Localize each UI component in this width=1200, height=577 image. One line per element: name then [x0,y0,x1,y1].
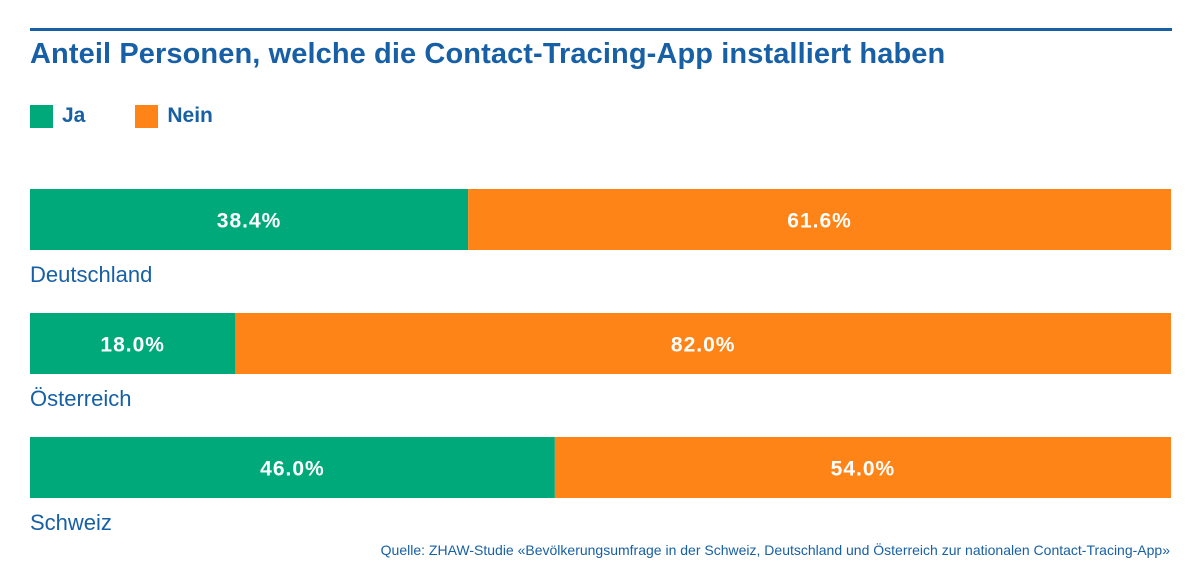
legend-label-nein: Nein [167,104,213,127]
source-note: Quelle: ZHAW-Studie «Bevölkerungsumfrage… [380,542,1170,558]
chart-title: Anteil Personen, welche die Contact-Trac… [30,38,946,70]
bar-label-nein-3: 54.0% [831,458,896,481]
bar-label-nein-1: 61.6% [787,210,852,233]
bar-label-ja-1: 38.4% [217,210,282,233]
legend: Ja Nein [30,104,263,128]
bar-nein-3 [554,437,1171,498]
bar-ja-2 [30,313,236,374]
bar-nein-2 [235,313,1171,374]
legend-item-nein: Nein [135,104,213,128]
bar-ja-1 [30,189,469,250]
category-label-2: Österreich [30,386,131,411]
bar-label-ja-2: 18.0% [100,334,165,357]
legend-label-ja: Ja [62,104,86,127]
legend-swatch-nein [135,104,159,128]
bar-label-nein-2: 82.0% [671,334,736,357]
bar-ja-3 [30,437,555,498]
bar-nein-1 [468,189,1171,250]
category-label-3: Schweiz [30,510,112,535]
category-label-1: Deutschland [30,262,152,287]
bar-label-ja-3: 46.0% [260,458,325,481]
legend-item-ja: Ja [30,104,85,128]
top-rule [30,28,1172,31]
legend-swatch-ja [30,104,53,128]
